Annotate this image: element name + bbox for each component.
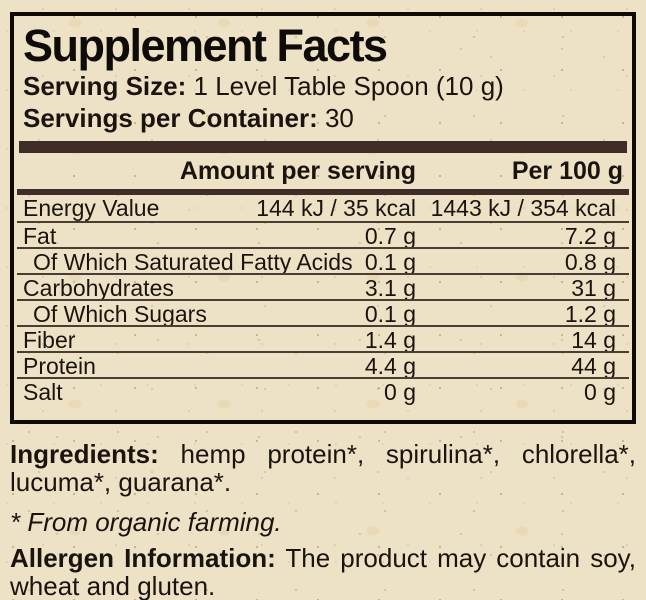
table-header-row: Amount per serving Per 100 g [17, 153, 629, 189]
organic-footnote: * From organic farming. [10, 507, 282, 537]
nutrient-name: Of Which Sugars [33, 301, 207, 327]
divider-bar-top [19, 141, 627, 153]
per-100g-value: 1443 kJ / 354 kcal [430, 195, 616, 221]
per-serving-value: 0 g [384, 379, 416, 405]
ingredients-text: hemp protein*, spirulina*, chlorella*, l… [10, 439, 636, 497]
nutrition-table: Amount per serving Per 100 g Energy Valu… [17, 153, 629, 405]
ingredients-label: Ingredients: [10, 439, 159, 469]
per-100g-value: 31 g [571, 275, 616, 301]
column-header-amount-per-serving: Amount per serving [179, 157, 416, 185]
nutrient-name: Energy Value [23, 195, 160, 221]
per-serving-value: 0.1 g [364, 301, 416, 327]
label-text-sections: Ingredients: hemp protein*, spirulina*, … [10, 440, 636, 600]
per-serving-value: 3.1 g [364, 275, 416, 301]
table-row-sugars: Of Which Sugars 0.1 g 1.2 g [17, 299, 629, 327]
table-row-fiber: Fiber 1.4 g 14 g [17, 325, 629, 353]
table-row-energy-value: Energy Value 144 kJ / 35 kcal 1443 kJ / … [17, 195, 629, 221]
per-serving-value: 0.1 g [364, 249, 416, 275]
table-row-salt: Salt 0 g 0 g [17, 377, 629, 405]
panel-title: Supplement Facts [23, 20, 388, 71]
nutrient-name: Carbohydrates [23, 275, 174, 301]
per-100g-value: 14 g [571, 327, 616, 353]
per-100g-value: 0.8 g [564, 249, 616, 275]
serving-size-line: Serving Size: 1 Level Table Spoon (10 g) [23, 72, 623, 101]
header-underline-bar [17, 189, 629, 195]
ingredients-paragraph: Ingredients: hemp protein*, spirulina*, … [10, 440, 636, 496]
per-100g-value: 0 g [584, 379, 616, 405]
per-100g-value: 1.2 g [564, 301, 616, 327]
per-serving-value: 1.4 g [364, 327, 416, 353]
per-serving-value: 4.4 g [364, 353, 416, 379]
serving-size-value: 1 Level Table Spoon (10 g) [193, 71, 504, 101]
servings-per-container-value: 30 [324, 103, 354, 133]
servings-per-container-label: Servings per Container: [23, 103, 318, 133]
table-row-fat: Fat 0.7 g 7.2 g [17, 221, 629, 249]
per-100g-value: 44 g [571, 353, 616, 379]
per-100g-value: 7.2 g [564, 223, 616, 249]
table-row-carbohydrates: Carbohydrates 3.1 g 31 g [17, 273, 629, 301]
table-row-protein: Protein 4.4 g 44 g [17, 351, 629, 379]
allergen-text: The product may contain soy, wheat and g… [10, 543, 636, 600]
panel-header: Supplement Facts Serving Size: 1 Level T… [14, 16, 632, 133]
allergen-label: Allergen Information: [10, 543, 276, 573]
allergen-paragraph: Allergen Information: The product may co… [10, 544, 636, 600]
nutrient-name: Protein [23, 353, 96, 379]
nutrient-name: Fat [23, 223, 57, 249]
nutrient-name: Fiber [23, 327, 76, 353]
facts-panel: Supplement Facts Serving Size: 1 Level T… [10, 12, 636, 424]
table-row-saturated-fatty-acids: Of Which Saturated Fatty Acids 0.1 g 0.8… [17, 247, 629, 275]
column-header-per-100g: Per 100 g [511, 157, 623, 185]
per-serving-value: 144 kJ / 35 kcal [256, 195, 416, 221]
nutrient-name: Salt [23, 379, 63, 405]
serving-size-label: Serving Size: [23, 71, 187, 101]
per-serving-value: 0.7 g [364, 223, 416, 249]
nutrient-name: Of Which Saturated Fatty Acids [33, 249, 353, 275]
servings-per-container-line: Servings per Container: 30 [23, 104, 623, 133]
